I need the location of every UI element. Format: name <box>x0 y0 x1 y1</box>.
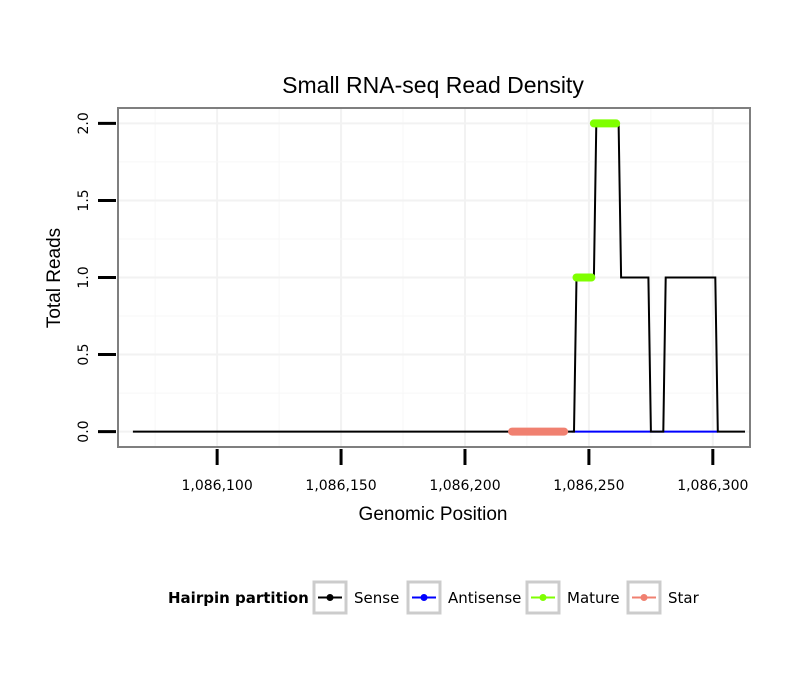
chart-title: Small RNA-seq Read Density <box>282 72 584 98</box>
y-tick-label: 0.5 <box>76 343 92 365</box>
plot-panel <box>117 107 751 448</box>
y-tick-label: 1.0 <box>76 266 92 288</box>
y-tick-label: 1.5 <box>76 189 92 211</box>
x-tick-label: 1,086,250 <box>553 478 624 494</box>
legend-label-mature: Mature <box>567 589 620 607</box>
legend-key-point-antisense <box>420 594 428 601</box>
legend-items: Sense Antisense Mature Star <box>312 580 700 615</box>
legend-label-antisense: Antisense <box>448 589 521 607</box>
axes: 1,086,100 1,086,150 1,086,200 1,086,250 1,08… <box>76 112 748 494</box>
legend-key-point-mature <box>539 594 547 601</box>
y-tick-label: 2.0 <box>76 112 92 134</box>
legend-key-point-sense <box>326 594 334 601</box>
x-tick-label: 1,086,200 <box>429 478 500 494</box>
legend-title: Hairpin partition <box>168 589 309 607</box>
legend-key-point-star <box>640 594 648 601</box>
plot-panel-border <box>117 107 751 448</box>
legend: Hairpin partition Sense Antisense Mature St… <box>168 580 700 615</box>
x-tick-label: 1,086,300 <box>677 478 748 494</box>
legend-label-star: Star <box>668 589 700 607</box>
x-axis-label: Genomic Position <box>359 504 508 525</box>
y-axis-label: Total Reads <box>44 228 65 328</box>
legend-label-sense: Sense <box>354 589 399 607</box>
x-tick-label: 1,086,100 <box>182 478 253 494</box>
y-tick-label: 0.0 <box>76 420 92 442</box>
x-tick-label: 1,086,150 <box>305 478 376 494</box>
series-layer <box>132 119 745 436</box>
